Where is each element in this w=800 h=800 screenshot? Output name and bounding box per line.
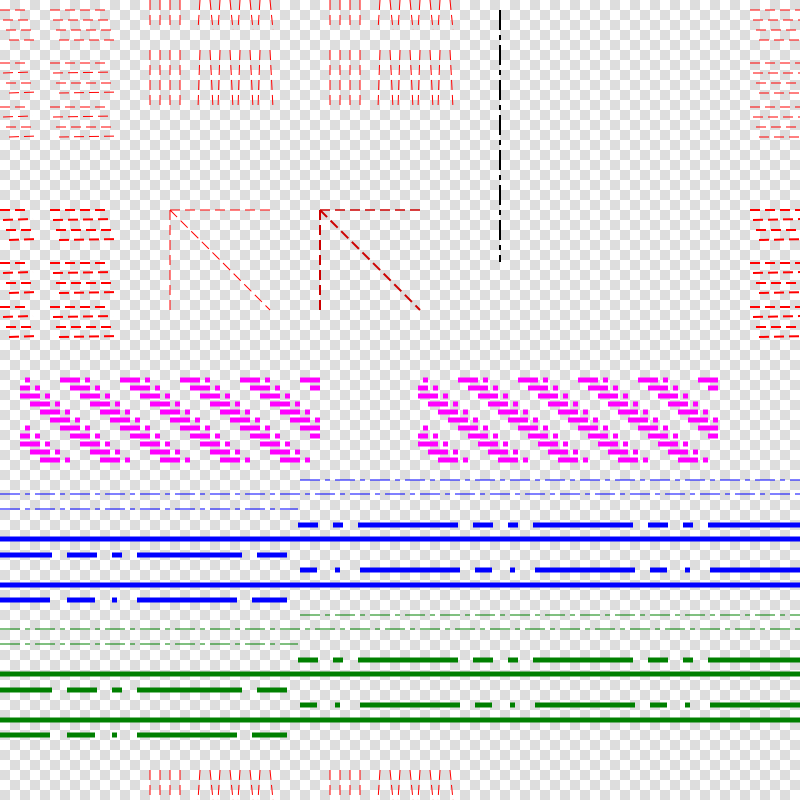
red-dash-row-thick: [58, 291, 120, 294]
red-dash-column-wavy: [237, 49, 241, 109]
red-dash-column-wavy: [429, 0, 434, 31]
red-dash-row-thick: [758, 291, 800, 294]
red-dash-column-wavy: [249, 769, 254, 800]
red-dash-column-wavy: [417, 769, 421, 800]
red-dash-column-wavy: [409, 0, 414, 31]
red-dash-row-skewed: [52, 115, 114, 118]
red-dash-row-thick: [2, 315, 34, 318]
red-dash-column-wavy: [437, 769, 441, 800]
triangle-diagonal: [319, 209, 421, 311]
red-dash-column-wavy: [389, 49, 394, 109]
red-dash-row-thick: [2, 218, 34, 221]
red-dash-column-wavy: [417, 0, 421, 31]
red-dash-row-skewed: [2, 115, 34, 118]
red-dash-row-thick: [752, 271, 800, 274]
red-dash-row-thick: [758, 238, 800, 241]
red-dash-column-wavy: [449, 49, 454, 109]
red-dash-column-wavy: [389, 769, 394, 800]
red-dash-column-wavy: [209, 769, 214, 800]
red-dash-row-skewed: [52, 71, 114, 74]
red-dash-column-wavy: [269, 769, 274, 800]
red-dash-column-wavy: [217, 0, 221, 31]
red-dash-row-thick: [758, 335, 800, 338]
red-dash-column-wavy: [449, 0, 454, 31]
red-dash-row-thick: [52, 218, 114, 221]
red-dash-column-wavy: [437, 49, 441, 109]
red-dash-row-thick: [58, 335, 120, 338]
red-dash-column-wavy: [229, 0, 234, 31]
red-dash-column-wavy: [249, 0, 254, 31]
red-dash-column-wavy: [449, 769, 454, 800]
red-dash-column-wavy: [409, 769, 414, 800]
red-dash-column-wavy: [377, 769, 381, 800]
red-dash-column-wavy: [217, 769, 221, 800]
red-dash-column-wavy: [397, 769, 401, 800]
red-dash-column-wavy: [417, 49, 421, 109]
red-dash-column-wavy: [209, 49, 214, 109]
triangle-diagonal: [169, 209, 271, 311]
red-dash-column-wavy: [197, 49, 201, 109]
red-dash-column-wavy: [377, 49, 381, 109]
red-dash-row-thick: [8, 291, 40, 294]
red-dash-column-wavy: [397, 0, 401, 31]
red-dash-column-wavy: [389, 0, 394, 31]
red-dash-column-wavy: [437, 0, 441, 31]
red-dash-row-thick: [52, 271, 114, 274]
red-dash-column-wavy: [217, 49, 221, 109]
red-dash-row-thick: [752, 315, 800, 318]
red-dash-column-wavy: [197, 0, 201, 31]
red-dash-column-wavy: [429, 49, 434, 109]
red-dash-column-wavy: [209, 0, 214, 31]
red-dash-row-thick: [52, 315, 114, 318]
red-dash-row-thick: [8, 238, 40, 241]
red-dash-row-thick: [58, 238, 120, 241]
red-dash-column-wavy: [257, 769, 261, 800]
red-dash-column-wavy: [237, 0, 241, 31]
red-dash-column-wavy: [197, 769, 201, 800]
red-dash-row-skewed: [8, 135, 40, 138]
red-dash-column-wavy: [229, 49, 234, 109]
red-dash-row-skewed: [8, 91, 40, 94]
red-dash-column-wavy: [377, 0, 381, 31]
red-dash-column-wavy: [397, 49, 401, 109]
red-dash-column-wavy: [229, 769, 234, 800]
red-dash-column-wavy: [269, 49, 274, 109]
red-dash-column-wavy: [249, 49, 254, 109]
red-dash-row-thick: [752, 218, 800, 221]
red-dash-row-thick: [8, 335, 40, 338]
red-dash-column-wavy: [257, 0, 261, 31]
red-dash-row-thick: [2, 271, 34, 274]
red-dash-row-skewed: [58, 135, 120, 138]
red-dash-column-wavy: [429, 769, 434, 800]
red-dash-row-skewed: [58, 91, 120, 94]
red-dash-column-wavy: [269, 0, 274, 31]
red-dash-row-skewed: [2, 71, 34, 74]
red-dash-column-wavy: [257, 49, 261, 109]
red-dash-column-wavy: [237, 769, 241, 800]
red-dash-column-wavy: [409, 49, 414, 109]
